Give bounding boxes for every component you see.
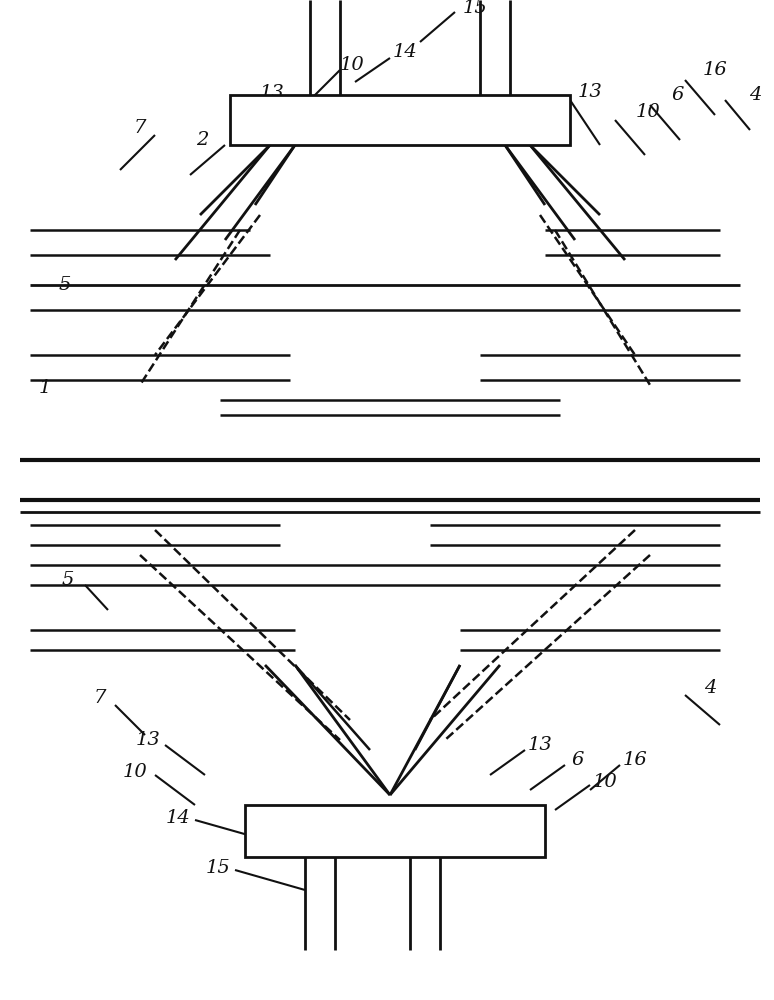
- Text: 5: 5: [59, 276, 71, 294]
- Text: 6: 6: [572, 751, 584, 769]
- Text: 13: 13: [577, 83, 602, 101]
- Text: 13: 13: [135, 731, 160, 749]
- Text: 10: 10: [593, 773, 618, 791]
- Text: 16: 16: [703, 61, 728, 79]
- Bar: [245, 805, 545, 857]
- Text: 13: 13: [259, 84, 284, 102]
- Text: 16: 16: [622, 751, 647, 769]
- Text: 15: 15: [463, 0, 488, 17]
- Text: 15: 15: [206, 859, 231, 877]
- Text: 14: 14: [392, 43, 417, 61]
- Text: 4: 4: [748, 86, 761, 104]
- Text: 13: 13: [528, 736, 553, 754]
- Text: 10: 10: [122, 763, 147, 781]
- Text: 1: 1: [39, 379, 51, 397]
- Text: 4: 4: [704, 679, 716, 697]
- Text: 5: 5: [62, 571, 74, 589]
- Text: 14: 14: [166, 809, 190, 827]
- Text: 6: 6: [672, 86, 684, 104]
- Text: 7: 7: [134, 119, 146, 137]
- Text: 2: 2: [196, 131, 208, 149]
- Text: 10: 10: [340, 56, 365, 74]
- Text: 7: 7: [94, 689, 106, 707]
- Bar: [230, 95, 570, 145]
- Text: 10: 10: [635, 103, 660, 121]
